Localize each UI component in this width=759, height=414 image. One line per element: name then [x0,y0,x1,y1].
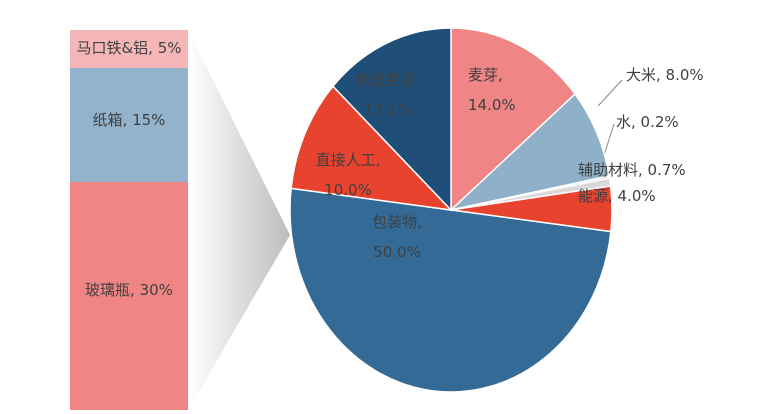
data-label: 能源, 4.0% [578,187,656,205]
pie-slice [448,92,611,212]
data-label: 水, 0.2% [616,113,679,131]
data-label: 制造费用, 13.1% [356,71,421,119]
data-label: 纸箱, 15% [93,111,166,129]
data-label: 包装物, 50.0% [372,213,422,261]
pie-slice [331,27,452,212]
data-label: 直接人工, 10.0% [316,151,381,199]
bar-segment [70,30,188,68]
bar-segment [70,182,188,410]
pie-slice [289,187,612,393]
leader-line [597,79,623,107]
pie-slice [290,85,454,212]
connector [188,30,290,410]
data-label: 马口铁&铝, 5% [76,39,181,57]
data-label: 麦芽, 14.0% [468,66,516,114]
pie-slice [450,27,577,212]
bar-segment [70,68,188,182]
data-label: 玻璃瓶, 30% [85,281,173,299]
data-label: 大米, 8.0% [626,66,704,84]
data-label: 辅助材料, 0.7% [578,161,686,179]
